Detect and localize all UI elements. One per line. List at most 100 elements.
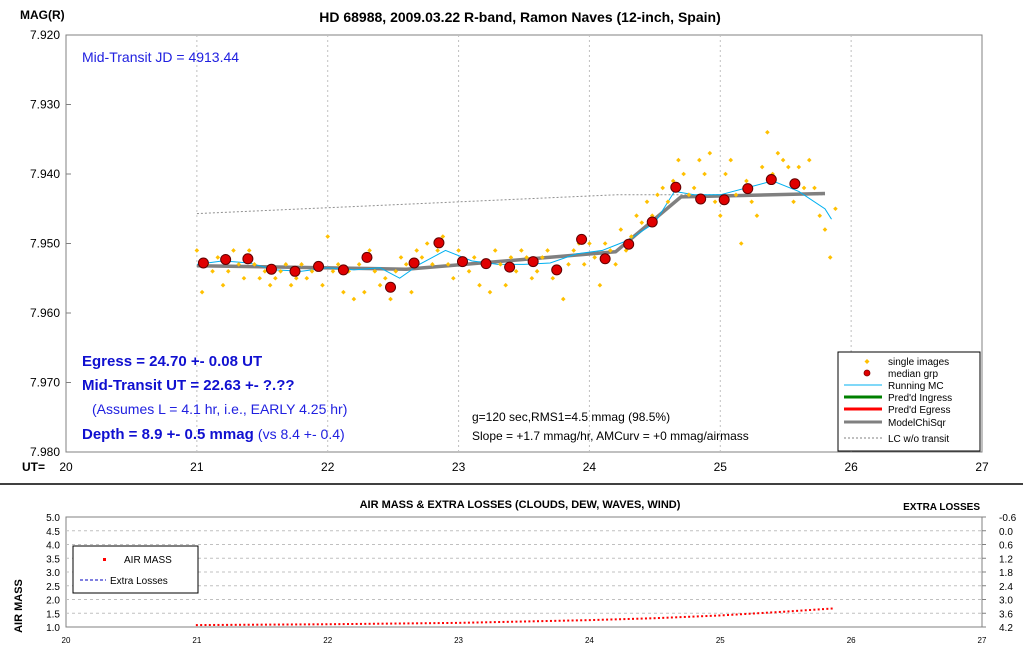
air-mass-point (541, 620, 544, 623)
single-image-point (759, 164, 765, 170)
air-mass-point (670, 616, 673, 619)
air-mass-point (619, 618, 622, 621)
median-point (576, 233, 588, 245)
y-tick-labels: 7.920 7.930 7.940 7.950 7.960 7.970 7.980 (30, 28, 60, 459)
single-image-point (409, 289, 414, 295)
air-mass-point (809, 608, 812, 611)
air-mass-point (722, 614, 725, 617)
single-image-point (283, 262, 289, 267)
y-axis-label: MAG(R) (20, 8, 65, 22)
x-tick-label: 26 (844, 460, 858, 474)
single-image-point (686, 192, 692, 198)
legend-swatch-air-mass (103, 558, 106, 561)
single-image-point (382, 275, 388, 281)
single-image-point (199, 289, 205, 295)
air-mass-point (739, 613, 742, 616)
airmass-legend: AIR MASS Extra Losses (72, 545, 199, 594)
single-image-point (351, 296, 357, 302)
annotation-stats1: g=120 sec,RMS1=4.5 mmag (98.5%) (472, 410, 670, 424)
airmass-y-tick-label: 1.5 (46, 609, 60, 620)
single-image-point (806, 157, 812, 163)
air-mass-point (748, 612, 751, 615)
single-image-point (833, 206, 838, 212)
single-image-point (733, 192, 739, 198)
single-image-point (451, 275, 456, 281)
single-image-point (655, 192, 660, 198)
legend-label: Running MC (888, 381, 944, 392)
single-image-point (529, 275, 535, 281)
air-mass-point (532, 620, 535, 623)
y-tick-label: 7.970 (30, 376, 60, 390)
air-mass-point (251, 623, 254, 626)
single-image-point (623, 248, 629, 253)
air-mass-point (325, 623, 328, 626)
air-mass-point (511, 620, 514, 623)
single-image-point (398, 255, 404, 260)
air-mass-point (286, 623, 289, 626)
air-mass-point (385, 622, 388, 625)
air-mass-point (290, 623, 293, 626)
air-mass-point (359, 622, 362, 625)
median-point (718, 194, 730, 206)
single-image-point (791, 199, 796, 205)
airmass-y-tick-label: 4.0 (46, 541, 60, 552)
single-image-point (712, 199, 718, 205)
y-tick-label: 7.980 (30, 445, 60, 459)
air-mass-point (407, 622, 410, 625)
air-mass-point (675, 616, 678, 619)
air-mass-point (554, 619, 557, 622)
single-image-point (775, 150, 781, 156)
single-image-point (372, 269, 378, 274)
airmass-y-tick-label: 5.0 (46, 513, 60, 524)
air-mass-point (226, 623, 229, 626)
airmass-title: AIR MASS & EXTRA LOSSES (CLOUDS, DEW, WA… (360, 499, 681, 511)
air-mass-point (813, 608, 816, 611)
single-image-point (744, 178, 749, 184)
air-mass-point (822, 608, 825, 611)
air-mass-point (200, 624, 203, 627)
air-mass-point (355, 622, 358, 625)
air-mass-point (243, 623, 246, 626)
air-mass-point (411, 622, 414, 625)
single-image-point (587, 241, 592, 246)
series-air-mass (195, 607, 833, 627)
median-point (670, 181, 682, 193)
legend-label: AIR MASS (124, 555, 172, 566)
air-mass-point (230, 623, 233, 626)
annotation-assumes: (Assumes L = 4.1 hr, i.e., EARLY 4.25 hr… (92, 401, 347, 417)
single-image-point (445, 262, 451, 267)
airmass-y2-tick-label: 3.0 (999, 596, 1013, 607)
single-image-point (377, 282, 383, 288)
air-mass-point (506, 620, 509, 623)
air-mass-point (666, 616, 669, 619)
single-image-point (299, 262, 304, 267)
airmass-y-tick-labels: 1.0 1.5 2.0 2.5 3.0 3.5 4.0 4.5 5.0 (46, 513, 60, 634)
single-image-point (524, 255, 529, 260)
air-mass-point (614, 618, 617, 621)
legend-label: ModelChiSqr (888, 418, 946, 429)
annotation-depth-vs: (vs 8.4 +- 0.4) (258, 426, 345, 442)
air-mass-point (692, 615, 695, 618)
single-image-point (356, 262, 362, 267)
single-image-point (812, 185, 817, 191)
single-image-point (236, 262, 242, 267)
median-point (789, 178, 801, 190)
legend-swatch-median-grp (863, 369, 871, 377)
single-image-point (629, 234, 634, 239)
chart-title: HD 68988, 2009.03.22 R-band, Ramon Naves… (319, 9, 721, 25)
single-image-point (273, 275, 278, 281)
legend-label: single images (888, 357, 949, 368)
single-image-point (728, 157, 734, 163)
single-image-point (252, 262, 257, 267)
air-mass-point (256, 623, 259, 626)
single-image-point (786, 164, 791, 170)
median-point (646, 216, 658, 228)
air-mass-point (208, 623, 211, 626)
air-mass-point (649, 617, 652, 620)
air-mass-point (204, 624, 207, 627)
air-mass-point (217, 623, 220, 626)
single-image-point (241, 275, 247, 281)
single-image-point (435, 248, 440, 253)
air-mass-point (515, 620, 518, 623)
single-image-point (477, 282, 482, 288)
